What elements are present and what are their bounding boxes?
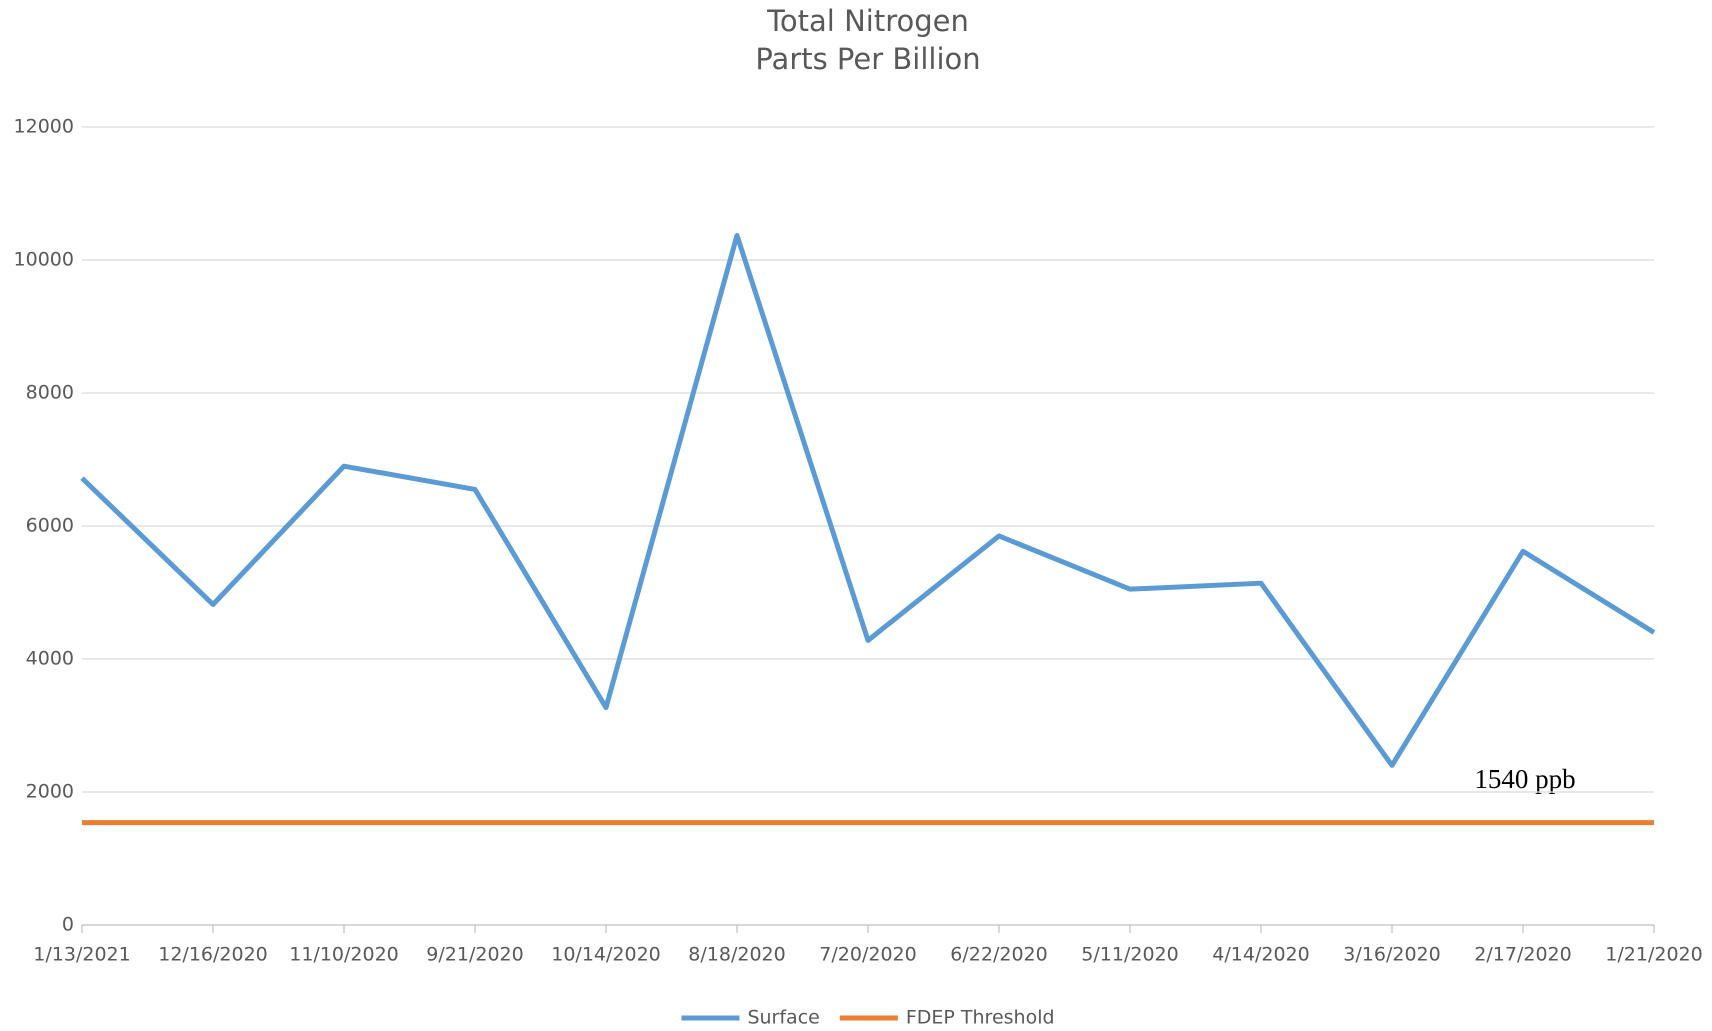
chart-title: Total Nitrogen — [766, 4, 969, 38]
x-tick-label: 2/17/2020 — [1474, 944, 1571, 966]
y-tick-label: 6000 — [26, 515, 74, 537]
y-tick-label: 4000 — [26, 648, 74, 670]
y-tick-label: 12000 — [14, 116, 74, 138]
x-tick-label: 9/21/2020 — [426, 944, 523, 966]
chart-subtitle: Parts Per Billion — [755, 42, 980, 76]
x-tick-label: 3/16/2020 — [1343, 944, 1440, 966]
x-tick-label: 7/20/2020 — [819, 944, 916, 966]
x-tick-label: 12/16/2020 — [158, 944, 268, 966]
y-tick-label: 10000 — [14, 249, 74, 271]
x-tick-label: 8/18/2020 — [688, 944, 785, 966]
legend-label: FDEP Threshold — [906, 1007, 1055, 1029]
annotation: 1540 ppb — [1474, 764, 1575, 794]
x-tick-label: 1/21/2020 — [1605, 944, 1702, 966]
x-tick-label: 11/10/2020 — [289, 944, 399, 966]
y-tick-label: 8000 — [26, 382, 74, 404]
x-tick-label: 4/14/2020 — [1212, 944, 1309, 966]
series-line — [80, 232, 1656, 768]
x-tick-label: 5/11/2020 — [1081, 944, 1178, 966]
x-tick-label: 6/22/2020 — [950, 944, 1047, 966]
legend-label: Surface — [747, 1007, 819, 1029]
y-tick-label: 2000 — [26, 781, 74, 803]
x-tick-label: 1/13/2021 — [33, 944, 130, 966]
x-tick-label: 10/14/2020 — [551, 944, 661, 966]
y-tick-label: 0 — [62, 914, 74, 936]
